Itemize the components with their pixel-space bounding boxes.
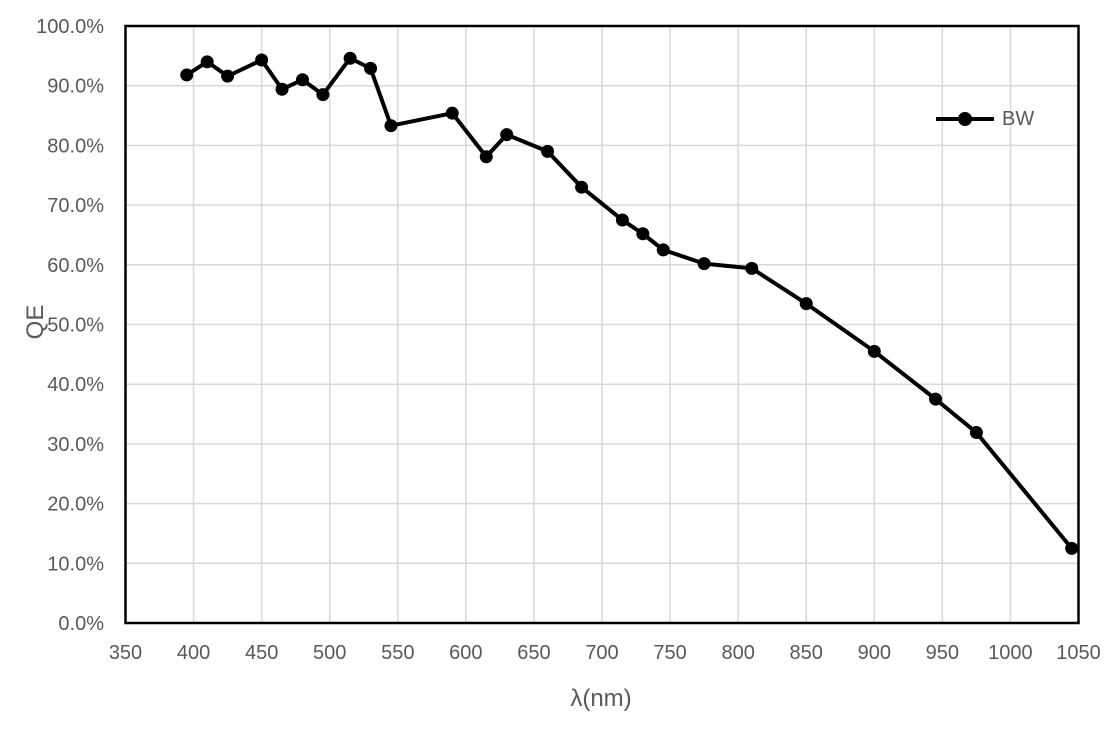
data-point [929, 392, 943, 406]
legend-series-label: BW [1002, 107, 1035, 130]
data-point [200, 55, 214, 69]
series-line [184, 56, 1074, 551]
x-tick-label: 400 [177, 642, 210, 664]
y-tick-label: 90.0% [47, 76, 104, 98]
data-point [316, 88, 330, 102]
x-axis-title: λ(nm) [570, 685, 632, 712]
y-tick-label: 30.0% [47, 434, 104, 456]
data-point [295, 73, 309, 87]
y-tick-label: 10.0% [47, 553, 104, 575]
legend: BW [936, 107, 1034, 131]
data-point [636, 227, 650, 241]
y-tick-label: 80.0% [47, 135, 104, 157]
data-point [799, 297, 813, 311]
data-point [969, 426, 983, 440]
data-point [343, 51, 357, 65]
x-tick-label: 900 [858, 642, 891, 664]
data-point [479, 150, 493, 164]
data-point [867, 344, 881, 358]
data-point [275, 82, 289, 96]
data-point [255, 53, 269, 67]
data-point [575, 180, 589, 194]
data-point [445, 106, 459, 120]
data-point [384, 119, 398, 133]
y-tick-label: 50.0% [47, 315, 104, 337]
y-tick-label: 100.0% [36, 16, 104, 38]
x-tick-label: 650 [517, 642, 550, 664]
x-tick-label: 1050 [1056, 642, 1101, 664]
data-point [541, 144, 555, 158]
y-tick-label: 40.0% [47, 374, 104, 396]
data-point [745, 261, 759, 275]
data-point [656, 243, 670, 257]
x-tick-label: 450 [245, 642, 278, 664]
data-point [180, 68, 194, 82]
x-tick-label: 950 [926, 642, 959, 664]
plot-border [124, 24, 1080, 625]
x-tick-label: 850 [790, 642, 823, 664]
data-point [364, 61, 378, 75]
y-tick-label: 0.0% [58, 613, 104, 635]
x-tick-label: 350 [109, 642, 142, 664]
legend-line-sample [936, 112, 994, 126]
y-tick-label: 60.0% [47, 255, 104, 277]
data-point [697, 257, 711, 271]
y-tick-label: 70.0% [47, 195, 104, 217]
x-tick-label: 600 [449, 642, 482, 664]
x-tick-label: 500 [313, 642, 346, 664]
legend-marker-icon [958, 112, 972, 126]
y-tick-label: 20.0% [47, 494, 104, 516]
x-tick-label: 750 [653, 642, 686, 664]
data-point [615, 213, 629, 227]
y-axis-title: QE [22, 304, 49, 340]
data-point [500, 128, 514, 142]
x-tick-label: 800 [721, 642, 754, 664]
x-tick-label: 1000 [988, 642, 1033, 664]
x-tick-label: 700 [585, 642, 618, 664]
data-point [1065, 541, 1079, 555]
x-tick-label: 550 [381, 642, 414, 664]
data-point [221, 69, 235, 83]
